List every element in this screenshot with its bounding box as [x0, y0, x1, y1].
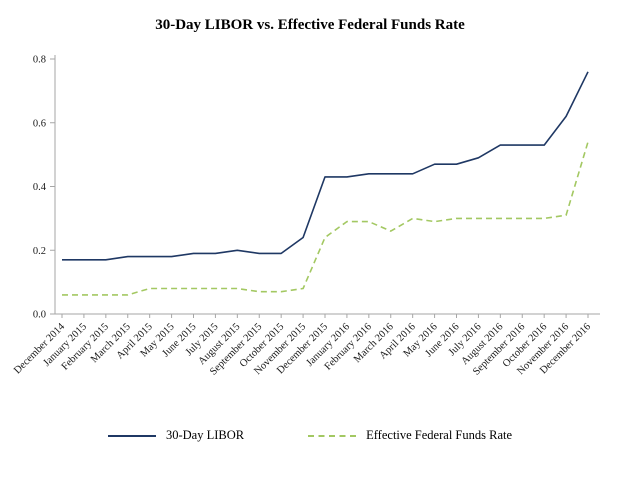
y-tick-label: 0.8 — [33, 55, 46, 66]
libor-line — [62, 71, 589, 261]
effr-line-sample — [308, 434, 357, 437]
effr-line — [62, 141, 589, 296]
legend-item-effr: Effective Federal Funds Rate — [308, 428, 512, 443]
chart-title: 30-Day LIBOR vs. Effective Federal Funds… — [155, 17, 465, 33]
chart-legend: 30-Day LIBOR Effective Federal Funds Rat… — [0, 428, 620, 443]
y-tick-label: 0.6 — [33, 118, 46, 129]
legend-label-effr: Effective Federal Funds Rate — [366, 428, 513, 442]
legend-label-libor: 30-Day LIBOR — [165, 428, 245, 442]
legend-item-libor: 30-Day LIBOR — [107, 428, 245, 443]
y-tick-label: 0.4 — [33, 182, 47, 193]
y-tick-label: 0.2 — [33, 246, 46, 257]
y-tick-label: 0.0 — [33, 310, 46, 321]
libor-line-sample — [107, 434, 156, 437]
